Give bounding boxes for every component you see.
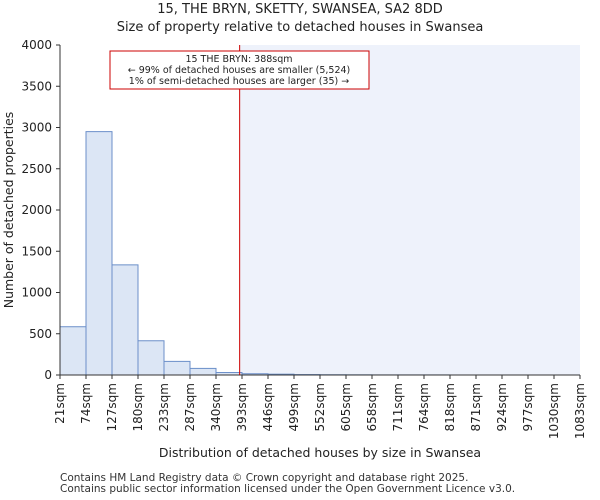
y-tick-label: 2500 — [21, 162, 52, 176]
annotation-line: 1% of semi-detached houses are larger (3… — [129, 76, 349, 87]
y-tick-label: 4000 — [21, 38, 52, 52]
x-tick-label: 977sqm — [521, 383, 535, 431]
x-tick-label: 287sqm — [183, 383, 197, 431]
x-tick-label: 711sqm — [391, 383, 405, 431]
y-tick-label: 500 — [29, 327, 52, 341]
footer-copyright: Contains HM Land Registry data © Crown c… — [60, 472, 469, 484]
x-axis-title: Distribution of detached houses by size … — [159, 445, 481, 460]
x-tick-label: 180sqm — [131, 383, 145, 431]
x-tick-label: 340sqm — [209, 383, 223, 431]
histogram-bar — [163, 360, 191, 376]
x-tick-label: 74sqm — [79, 383, 93, 424]
histogram-bar — [111, 264, 139, 376]
annotation-line: 15 THE BRYN: 388sqm — [185, 54, 292, 65]
x-tick-label: 764sqm — [417, 383, 431, 431]
x-tick-label: 1083sqm — [573, 383, 587, 439]
histogram-bar — [137, 340, 165, 376]
annotation-box — [109, 50, 370, 90]
chart-title: 15, THE BRYN, SKETTY, SWANSEA, SA2 8DD — [157, 2, 443, 17]
y-tick-label: 1500 — [21, 244, 52, 258]
y-tick-label: 3500 — [21, 79, 52, 93]
x-tick-label: 818sqm — [443, 383, 457, 431]
x-tick-label: 233sqm — [157, 383, 171, 431]
y-tick-label: 0 — [44, 368, 52, 382]
y-tick-label: 2000 — [21, 203, 52, 217]
x-tick-label: 499sqm — [287, 383, 301, 431]
x-tick-label: 924sqm — [495, 383, 509, 431]
x-tick-label: 658sqm — [365, 383, 379, 431]
x-tick-label: 605sqm — [339, 383, 353, 431]
x-tick-label: 552sqm — [313, 383, 327, 431]
x-tick-label: 446sqm — [261, 383, 275, 431]
x-tick-label: 871sqm — [469, 383, 483, 431]
x-tick-label: 21sqm — [53, 383, 67, 424]
y-tick-label: 1000 — [21, 286, 52, 300]
annotation-line: ← 99% of detached houses are smaller (5,… — [128, 65, 351, 76]
chart-subtitle: Size of property relative to detached ho… — [116, 20, 484, 35]
x-tick-label: 393sqm — [235, 383, 249, 431]
y-axis-title: Number of detached properties — [1, 112, 16, 309]
histogram-bar — [85, 131, 113, 376]
x-tick-label: 127sqm — [105, 383, 119, 431]
y-tick-label: 3000 — [21, 121, 52, 135]
x-tick-label: 1030sqm — [547, 383, 561, 439]
histogram-bar — [189, 367, 217, 376]
footer-licence: Contains public sector information licen… — [60, 483, 516, 495]
highlight-region — [239, 45, 580, 375]
histogram-bar — [59, 326, 87, 376]
